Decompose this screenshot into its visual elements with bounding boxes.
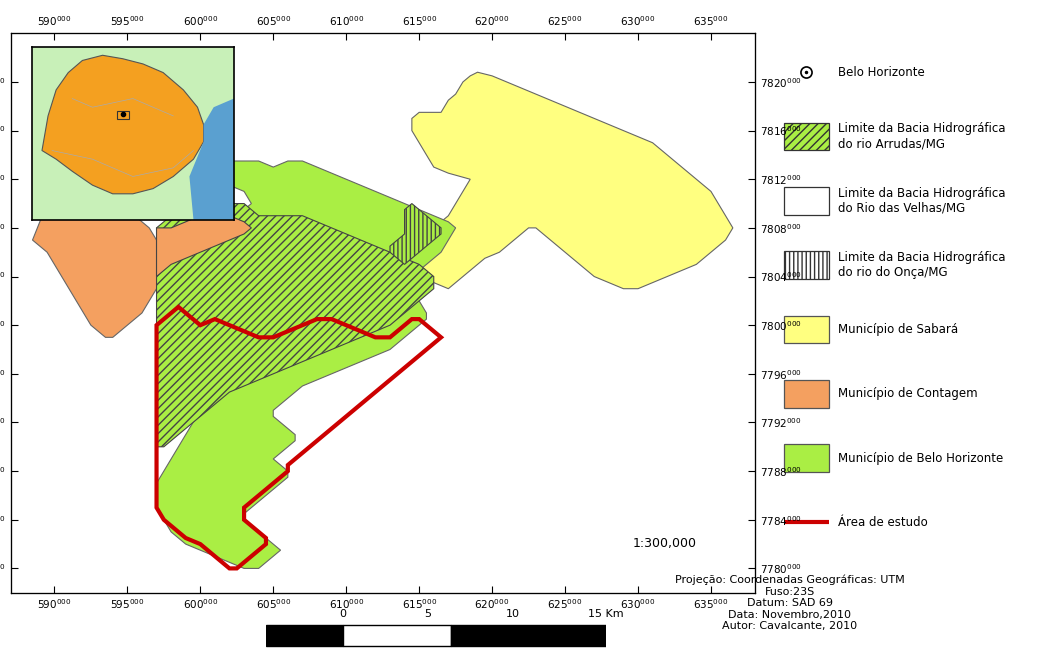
Text: Limite da Bacia Hidrográfica
do rio Arrudas/MG: Limite da Bacia Hidrográfica do rio Arru… bbox=[838, 123, 1006, 151]
Text: Área de estudo: Área de estudo bbox=[838, 516, 928, 529]
Text: 5: 5 bbox=[424, 609, 432, 619]
Text: Município de Belo Horizonte: Município de Belo Horizonte bbox=[838, 452, 1003, 465]
Polygon shape bbox=[156, 210, 251, 276]
Bar bbox=[266, 625, 343, 646]
Polygon shape bbox=[156, 161, 456, 568]
Text: Município de Sabará: Município de Sabará bbox=[838, 323, 959, 336]
Text: Município de Contagem: Município de Contagem bbox=[838, 387, 978, 400]
FancyBboxPatch shape bbox=[784, 380, 828, 408]
Text: Limite da Bacia Hidrográfica
do rio do Onça/MG: Limite da Bacia Hidrográfica do rio do O… bbox=[838, 251, 1006, 279]
Bar bbox=[117, 111, 129, 119]
Polygon shape bbox=[390, 204, 441, 264]
Polygon shape bbox=[156, 198, 434, 447]
Bar bbox=[343, 625, 452, 646]
FancyBboxPatch shape bbox=[784, 123, 828, 150]
Text: 1:300,000: 1:300,000 bbox=[632, 537, 696, 550]
Text: Limite da Bacia Hidrográfica
do Rio das Velhas/MG: Limite da Bacia Hidrográfica do Rio das … bbox=[838, 186, 1006, 214]
FancyBboxPatch shape bbox=[784, 187, 828, 214]
Polygon shape bbox=[189, 99, 234, 220]
Text: Projeção: Coordenadas Geográficas: UTM
Fuso:23S
Datum: SAD 69
Data: Novembro,201: Projeção: Coordenadas Geográficas: UTM F… bbox=[675, 575, 905, 631]
FancyBboxPatch shape bbox=[784, 251, 828, 279]
Bar bbox=[452, 625, 606, 646]
Text: Belo Horizonte: Belo Horizonte bbox=[838, 65, 925, 79]
Text: 10: 10 bbox=[506, 609, 520, 619]
Text: 15 Km: 15 Km bbox=[588, 609, 624, 619]
Polygon shape bbox=[33, 182, 164, 338]
Polygon shape bbox=[411, 72, 732, 288]
FancyBboxPatch shape bbox=[784, 316, 828, 343]
Text: 0: 0 bbox=[339, 609, 347, 619]
Polygon shape bbox=[43, 55, 204, 194]
FancyBboxPatch shape bbox=[784, 444, 828, 472]
